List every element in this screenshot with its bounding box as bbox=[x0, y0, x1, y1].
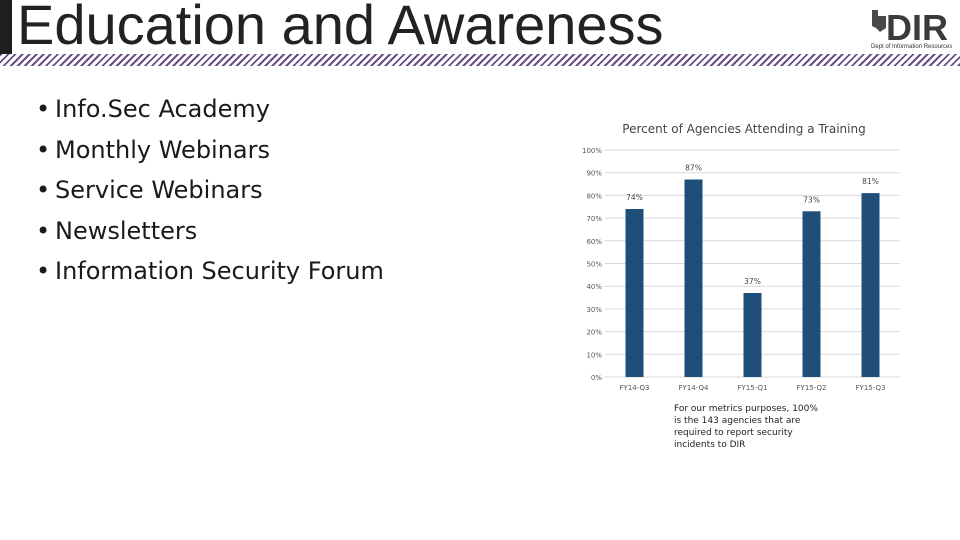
bullet-item: • Information Security Forum bbox=[36, 257, 384, 285]
data-label: 37% bbox=[744, 277, 761, 286]
title-accent bbox=[0, 0, 12, 54]
x-tick-label: FY14-Q3 bbox=[620, 384, 650, 392]
bullet-list: • Info.Sec Academy • Monthly Webinars • Ser… bbox=[36, 90, 384, 293]
x-tick-label: FY15-Q3 bbox=[856, 384, 886, 392]
decorative-stripe bbox=[0, 54, 960, 66]
bar bbox=[802, 211, 821, 377]
logo-text: DIR bbox=[886, 7, 948, 48]
y-tick-label: 0% bbox=[591, 374, 602, 382]
y-tick-label: 20% bbox=[586, 329, 602, 337]
dir-logo-icon: DIR bbox=[872, 7, 948, 48]
bullet-item: • Info.Sec Academy bbox=[36, 95, 270, 123]
x-tick-label: FY14-Q4 bbox=[679, 384, 710, 392]
title-bar: Education and Awareness DIR Dept of Info… bbox=[0, 0, 960, 56]
bar bbox=[743, 293, 762, 377]
data-label: 73% bbox=[803, 195, 820, 204]
y-tick-label: 60% bbox=[586, 238, 602, 246]
slide-title: Education and Awareness bbox=[17, 0, 664, 56]
x-tick-label: FY15-Q1 bbox=[738, 384, 768, 392]
bar bbox=[861, 193, 880, 377]
data-label: 81% bbox=[862, 177, 879, 186]
y-tick-label: 100% bbox=[582, 147, 602, 155]
bullet-item: • Newsletters bbox=[36, 216, 198, 245]
bullet-item: • Monthly Webinars bbox=[36, 135, 271, 164]
y-tick-label: 10% bbox=[586, 351, 602, 359]
data-label: 87% bbox=[685, 164, 702, 173]
y-tick-label: 70% bbox=[586, 215, 602, 223]
y-tick-label: 90% bbox=[586, 170, 602, 178]
chart-title: Percent of Agencies Attending a Training bbox=[622, 122, 865, 136]
y-tick-label: 40% bbox=[586, 283, 602, 291]
x-tick-label: FY15-Q2 bbox=[797, 384, 827, 392]
y-tick-label: 50% bbox=[586, 261, 602, 269]
data-label: 74% bbox=[626, 193, 643, 202]
bar bbox=[684, 179, 703, 377]
bullet-item: • Service Webinars bbox=[36, 176, 263, 204]
y-tick-label: 80% bbox=[586, 192, 602, 200]
footnote: For our metrics purposes, 100% is the 14… bbox=[674, 404, 818, 450]
bar bbox=[625, 209, 644, 377]
y-tick-label: 30% bbox=[586, 306, 602, 314]
logo-subtitle: Dept of Information Resources bbox=[871, 44, 953, 50]
